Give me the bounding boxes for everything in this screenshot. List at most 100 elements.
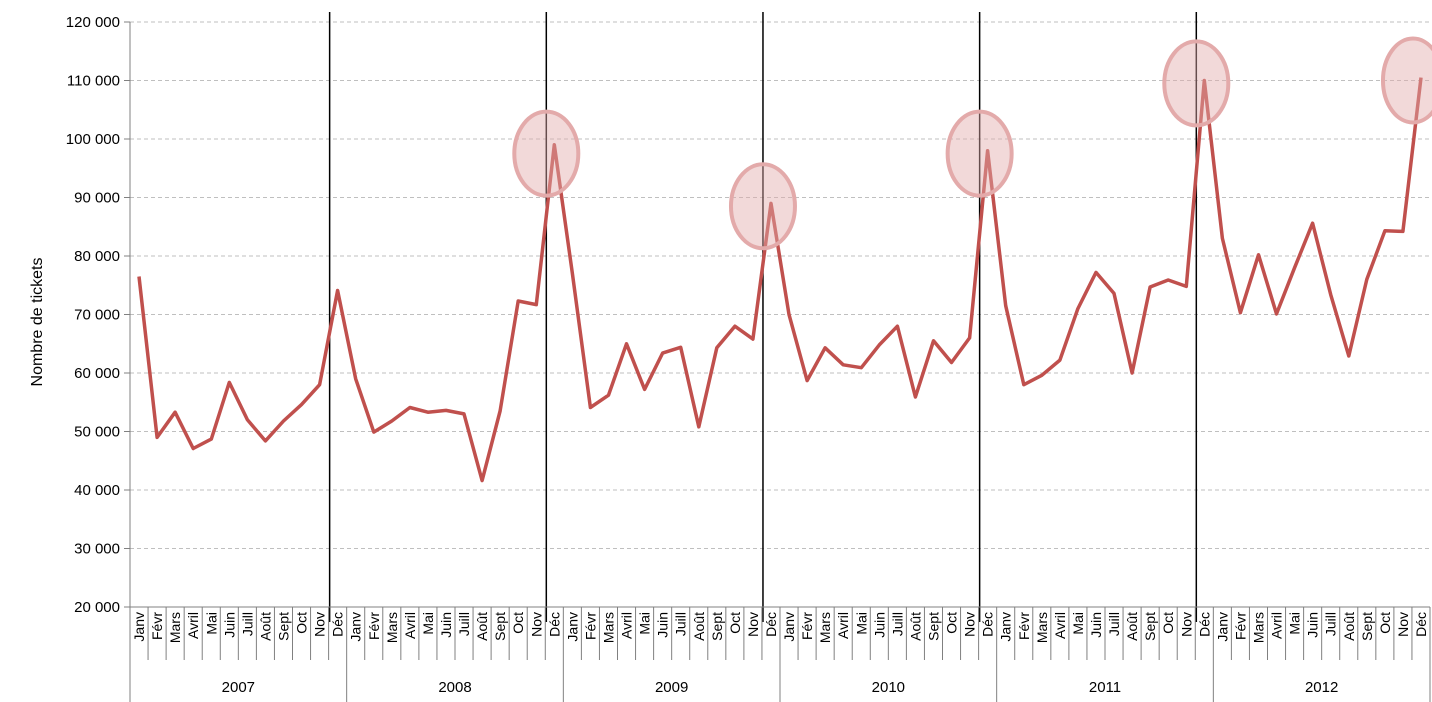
series-line [137, 77, 1423, 483]
x-tick-label: Août [474, 612, 490, 641]
x-tick-label: Nov [745, 612, 761, 637]
x-tick-label: Juin [1088, 612, 1104, 638]
x-tick-label: Juin [221, 612, 237, 638]
highlight-circle [945, 109, 1014, 198]
year-axis: 2007 2008 2009 2010 2011 2012 [129, 660, 1431, 702]
x-tick-label: Févr [366, 612, 382, 640]
x-tick-label: Oct [1377, 612, 1393, 634]
x-tick-label: Avril [402, 612, 418, 639]
x-tick-label: Oct [1160, 612, 1176, 634]
x-tick-label: Sept [709, 612, 725, 641]
axes [129, 22, 1430, 608]
y-tick-label: 40 000 [74, 482, 120, 499]
year-label: 2008 [438, 679, 471, 696]
x-tick-label: Déc [1413, 612, 1429, 637]
y-tick-label: 20 000 [74, 599, 120, 616]
x-tick-label: Févr [799, 612, 815, 640]
x-tick-label: Août [907, 612, 923, 641]
x-tick-label: Févr [149, 612, 165, 640]
x-tick-label: Mai [853, 612, 869, 635]
x-tick-label: Déc [330, 612, 346, 637]
x-tick-label: Oct [294, 612, 310, 634]
x-tick-label: Sept [925, 612, 941, 641]
highlight-circle [1380, 36, 1432, 125]
x-tick-label: Sept [275, 612, 291, 641]
x-tick-label: Mars [1250, 612, 1266, 643]
x-tick-label: Janv [348, 612, 364, 642]
x-tick-label: Août [1341, 612, 1357, 641]
x-tick-label: Mai [203, 612, 219, 635]
x-tick-label: Sept [1142, 612, 1158, 641]
highlight-circle [1162, 39, 1231, 128]
x-tick-label: Juin [438, 612, 454, 638]
x-tick-label: Déc [1196, 612, 1212, 637]
series [137, 77, 1423, 483]
x-tick-label: Nov [1395, 612, 1411, 637]
year-label: 2009 [655, 679, 688, 696]
y-tick-label: 110 000 [67, 73, 120, 90]
x-tick-label: Nov [1178, 612, 1194, 637]
x-tick-label: Sept [492, 612, 508, 641]
year-label: 2007 [222, 679, 255, 696]
x-tick-label: Sept [1359, 612, 1375, 641]
x-tick-label: Déc [763, 612, 779, 637]
x-tick-label: Juill [673, 612, 689, 636]
x-tick-label: Mai [1287, 612, 1303, 635]
x-tick-label: Nov [312, 612, 328, 637]
y-tick-label: 50 000 [74, 424, 120, 441]
highlight-circles [512, 36, 1432, 251]
x-tick-label: Juill [239, 612, 255, 636]
highlight-circle [512, 109, 581, 198]
y-tick-label: 90 000 [74, 190, 120, 207]
highlight-circle [728, 162, 797, 251]
year-label: 2010 [872, 679, 905, 696]
x-tick-label: Févr [1232, 612, 1248, 640]
year-marker-lines [328, 12, 1198, 622]
y-tick-label: 80 000 [74, 248, 120, 265]
x-tick-label: Mars [600, 612, 616, 643]
x-tick-label: Avril [835, 612, 851, 639]
x-tick-label: Nov [528, 612, 544, 637]
x-tick-label: Mars [384, 612, 400, 643]
x-tick-label: Oct [510, 612, 526, 634]
y-axis-ticks: 20 000 30 000 40 000 50 000 60 000 70 000 80 0… [66, 14, 130, 616]
y-tick-label: 60 000 [74, 365, 120, 382]
x-axis-ticks: Janv Févr Mars Avril Mai Juin Juill Août Sept Oct… [129, 607, 1431, 660]
y-tick-label: 120 000 [66, 14, 120, 31]
x-tick-label: Janv [1214, 612, 1230, 642]
x-tick-label: Juin [1305, 612, 1321, 638]
year-label: 2012 [1305, 679, 1338, 696]
y-tick-label: 100 000 [66, 131, 120, 148]
x-tick-label: Nov [962, 612, 978, 637]
x-tick-label: Févr [582, 612, 598, 640]
x-tick-label: Déc [546, 612, 562, 637]
x-tick-label: Août [257, 612, 273, 641]
x-tick-label: Févr [1016, 612, 1032, 640]
x-tick-label: Juin [871, 612, 887, 638]
x-tick-label: Mai [1070, 612, 1086, 635]
x-tick-label: Janv [998, 612, 1014, 642]
x-tick-label: Juill [456, 612, 472, 636]
x-tick-label: Oct [944, 612, 960, 634]
x-tick-label: Avril [1052, 612, 1068, 639]
x-tick-label: Oct [727, 612, 743, 634]
y-tick-label: 70 000 [74, 307, 120, 324]
x-tick-label: Avril [1269, 612, 1285, 639]
x-tick-label: Janv [131, 612, 147, 642]
x-tick-label: Août [691, 612, 707, 641]
x-tick-label: Avril [185, 612, 201, 639]
x-tick-label: Déc [980, 612, 996, 637]
year-label: 2011 [1089, 679, 1121, 696]
y-axis-title: Nombre de tickets [29, 258, 46, 387]
x-tick-label: Janv [781, 612, 797, 642]
x-tick-label: Avril [619, 612, 635, 639]
y-tick-label: 30 000 [74, 541, 120, 558]
x-tick-label: Janv [564, 612, 580, 642]
x-tick-label: Mai [637, 612, 653, 635]
x-tick-label: Juill [889, 612, 905, 636]
x-tick-label: Mars [1034, 612, 1050, 643]
x-tick-label: Août [1124, 612, 1140, 641]
x-tick-label: Mars [167, 612, 183, 643]
x-tick-label: Mai [420, 612, 436, 635]
